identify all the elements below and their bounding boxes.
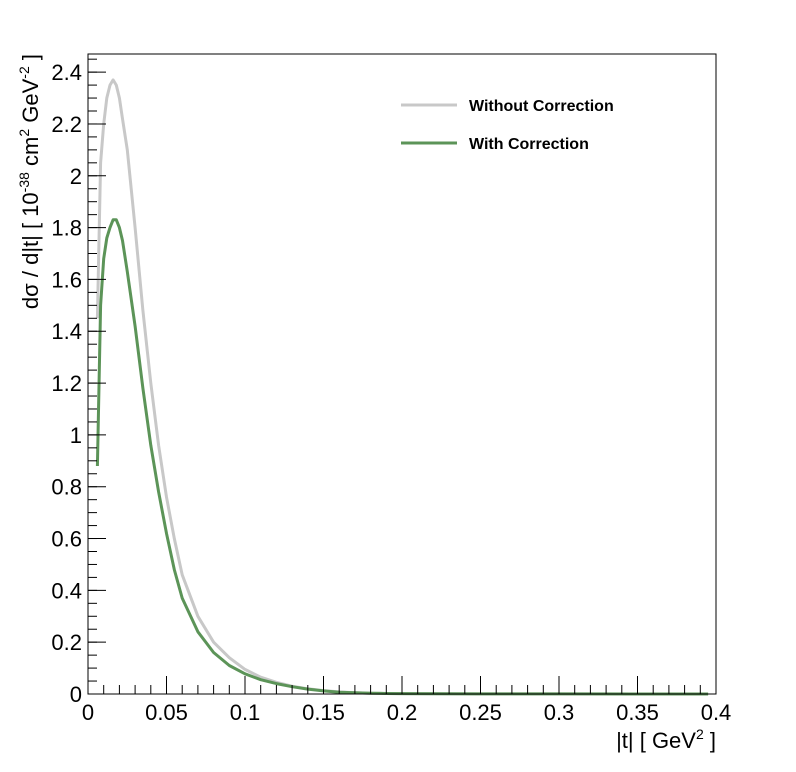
- x-axis-title-tail: ]: [704, 728, 716, 753]
- y-axis-title-p3: GeV: [18, 78, 43, 128]
- y-tick-label: 1.4: [51, 319, 82, 344]
- y-tick-label: 2.4: [51, 60, 82, 85]
- y-tick-label: 0.6: [51, 527, 82, 552]
- x-axis-title-sup: 2: [696, 726, 704, 742]
- y-tick-label: 0.4: [51, 578, 82, 603]
- y-axis-title-s1: -38: [16, 172, 32, 192]
- x-tick-label: 0.4: [701, 700, 732, 725]
- y-tick-label: 1.8: [51, 216, 82, 241]
- tick-labels-layer: 0 0.05 0.1 0.15 0.2 0.25 0.3 0.35 0.4 0 0.2 0.4 0.6 0…: [51, 60, 731, 725]
- legend-label-with-correction: With Correction: [469, 136, 589, 153]
- x-tick-label: 0.35: [616, 700, 659, 725]
- y-tick-label: 1.2: [51, 371, 82, 396]
- y-tick-label: 0.8: [51, 475, 82, 500]
- x-tick-label: 0.05: [145, 700, 188, 725]
- y-tick-label: 2: [70, 164, 82, 189]
- x-tick-label: 0.15: [302, 700, 345, 725]
- ticks-layer: [87, 58, 717, 695]
- y-axis-title-p2: cm: [18, 137, 43, 172]
- legend-label-without-correction: Without Correction: [469, 98, 614, 115]
- y-axis-title-s2: 2: [16, 129, 32, 137]
- x-axis-title: |t| [ GeV2 ]: [616, 726, 716, 753]
- y-axis-title-p1: dσ / d|t| [ 10: [18, 192, 43, 309]
- y-axis-title: dσ / d|t| [ 10-38 cm2 GeV-2 ]: [16, 54, 43, 309]
- x-tick-label: 0.3: [544, 700, 575, 725]
- y-tick-label: 1.6: [51, 267, 82, 292]
- x-tick-label: 0: [82, 700, 94, 725]
- y-tick-label: 0: [70, 682, 82, 707]
- x-tick-label: 0.25: [459, 700, 502, 725]
- legend: Without Correction With Correction: [401, 98, 614, 153]
- y-tick-label: 2.2: [51, 112, 82, 137]
- y-axis-title-p4: ]: [18, 54, 43, 66]
- y-tick-label: 0.2: [51, 630, 82, 655]
- y-tick-label: 1: [70, 423, 82, 448]
- series-line-with-correction: [95, 218, 709, 696]
- y-axis-title-s3: -2: [16, 66, 32, 79]
- series-layer: [95, 78, 709, 696]
- x-tick-label: 0.2: [387, 700, 418, 725]
- x-axis-title-main: |t| [ GeV: [616, 728, 696, 753]
- x-tick-label: 0.1: [230, 700, 261, 725]
